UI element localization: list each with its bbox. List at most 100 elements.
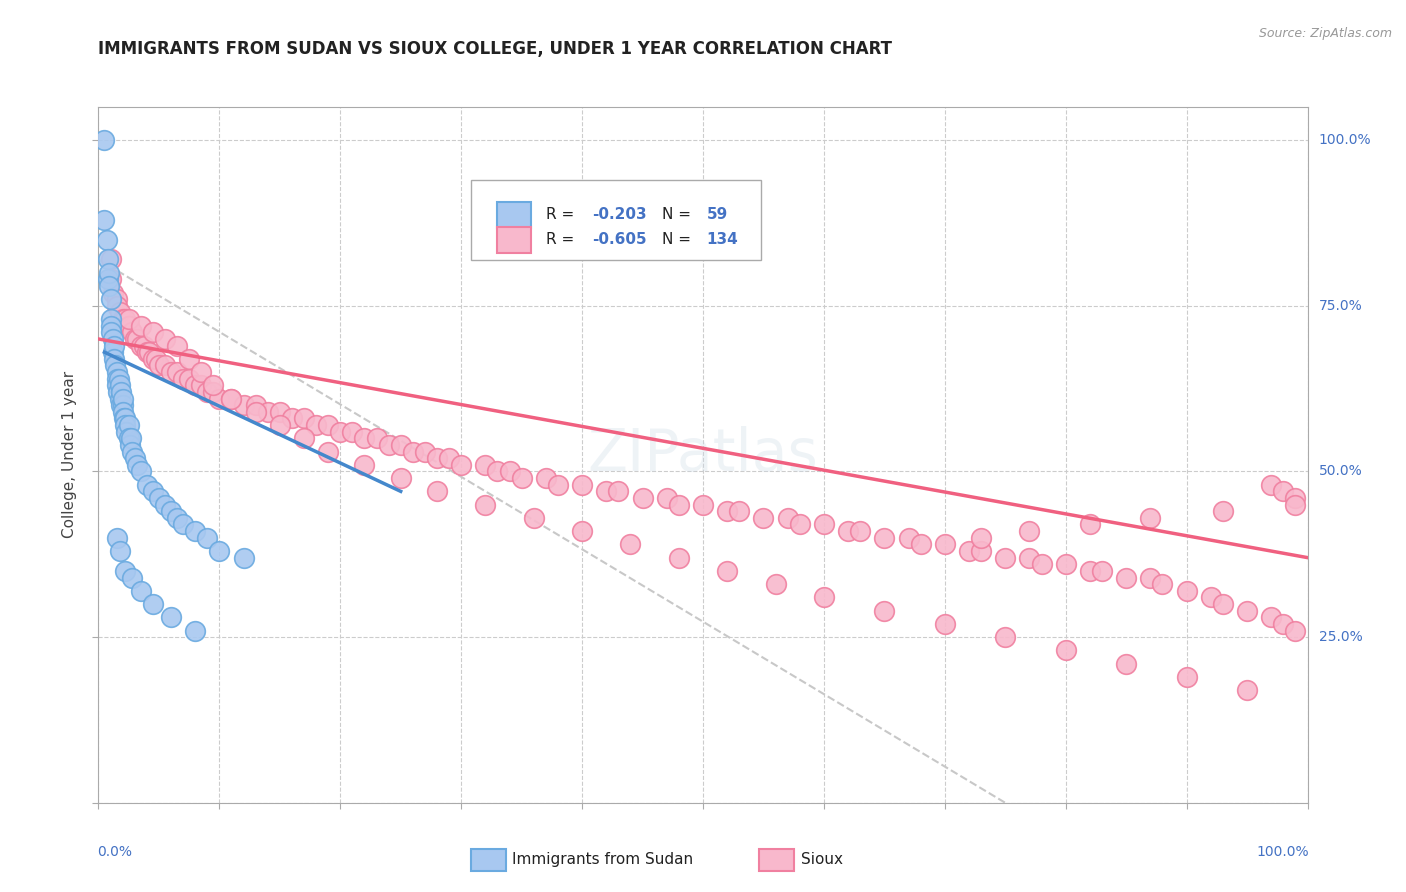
Point [114, 418, 136, 433]
Point [184, 624, 207, 638]
Point [148, 491, 170, 505]
Point [184, 524, 207, 538]
Point [1284, 624, 1306, 638]
Point [100, 272, 122, 286]
Point [114, 564, 136, 578]
Point [101, 345, 124, 359]
Point [692, 498, 714, 512]
Text: 100.0%: 100.0% [1319, 133, 1371, 147]
Point [177, 351, 201, 366]
Point [1054, 643, 1077, 657]
Text: R =: R = [546, 233, 579, 247]
Point [292, 431, 315, 445]
Point [93, 212, 115, 227]
Point [166, 511, 188, 525]
Point [172, 517, 194, 532]
Point [1272, 484, 1295, 499]
Point [1284, 498, 1306, 512]
Point [97, 272, 120, 286]
Point [342, 425, 364, 439]
Point [93, 133, 115, 147]
Point [120, 431, 142, 445]
Point [103, 338, 125, 352]
Point [571, 524, 593, 538]
Point [110, 398, 132, 412]
Text: -0.605: -0.605 [592, 233, 647, 247]
Point [668, 498, 690, 512]
Point [1115, 570, 1137, 584]
Point [96, 233, 118, 247]
FancyBboxPatch shape [471, 180, 761, 260]
Point [353, 431, 375, 445]
Text: 25.0%: 25.0% [1319, 630, 1362, 644]
Point [353, 458, 375, 472]
Point [100, 252, 122, 267]
Point [1152, 577, 1174, 591]
Point [1212, 597, 1234, 611]
Point [108, 378, 131, 392]
Point [1139, 570, 1161, 584]
Point [389, 471, 412, 485]
Point [195, 531, 218, 545]
Point [389, 438, 412, 452]
Point [316, 444, 339, 458]
Text: Source: ZipAtlas.com: Source: ZipAtlas.com [1258, 27, 1392, 40]
Point [124, 451, 146, 466]
Point [108, 372, 131, 386]
Point [142, 326, 165, 340]
Text: N =: N = [662, 207, 696, 222]
Text: Sioux: Sioux [801, 853, 844, 867]
Text: IMMIGRANTS FROM SUDAN VS SIOUX COLLEGE, UNDER 1 YEAR CORRELATION CHART: IMMIGRANTS FROM SUDAN VS SIOUX COLLEGE, … [98, 40, 893, 58]
Point [934, 537, 956, 551]
Point [547, 477, 569, 491]
Point [127, 332, 149, 346]
Point [813, 517, 835, 532]
Point [98, 266, 121, 280]
Point [426, 484, 449, 499]
Point [177, 372, 201, 386]
Point [619, 537, 641, 551]
Point [190, 365, 212, 379]
Point [111, 398, 134, 412]
Point [510, 471, 533, 485]
Point [1031, 558, 1053, 572]
Point [970, 531, 993, 545]
Point [129, 583, 152, 598]
Point [153, 498, 176, 512]
Point [765, 577, 787, 591]
Point [100, 326, 122, 340]
Text: ZIPatlas: ZIPatlas [588, 426, 818, 483]
Point [1236, 683, 1258, 698]
Point [1284, 491, 1306, 505]
Point [607, 484, 630, 499]
Point [595, 484, 617, 499]
Point [202, 384, 225, 399]
Text: -0.203: -0.203 [592, 207, 647, 222]
Point [873, 604, 896, 618]
Point [100, 292, 122, 306]
Point [934, 616, 956, 631]
Point [134, 338, 156, 352]
Point [160, 365, 183, 379]
Point [160, 504, 183, 518]
Point [100, 318, 122, 333]
Point [98, 279, 121, 293]
Point [668, 550, 690, 565]
Point [849, 524, 872, 538]
Point [142, 484, 165, 499]
Point [305, 418, 328, 433]
Point [994, 630, 1017, 644]
Point [789, 517, 811, 532]
Point [776, 511, 799, 525]
Point [426, 451, 449, 466]
Point [269, 418, 291, 433]
Text: N =: N = [662, 233, 696, 247]
Point [1078, 517, 1101, 532]
Y-axis label: College, Under 1 year: College, Under 1 year [62, 371, 77, 539]
Point [138, 345, 160, 359]
Point [115, 425, 138, 439]
Point [166, 365, 188, 379]
Point [129, 318, 152, 333]
Point [111, 405, 134, 419]
Point [160, 610, 183, 624]
